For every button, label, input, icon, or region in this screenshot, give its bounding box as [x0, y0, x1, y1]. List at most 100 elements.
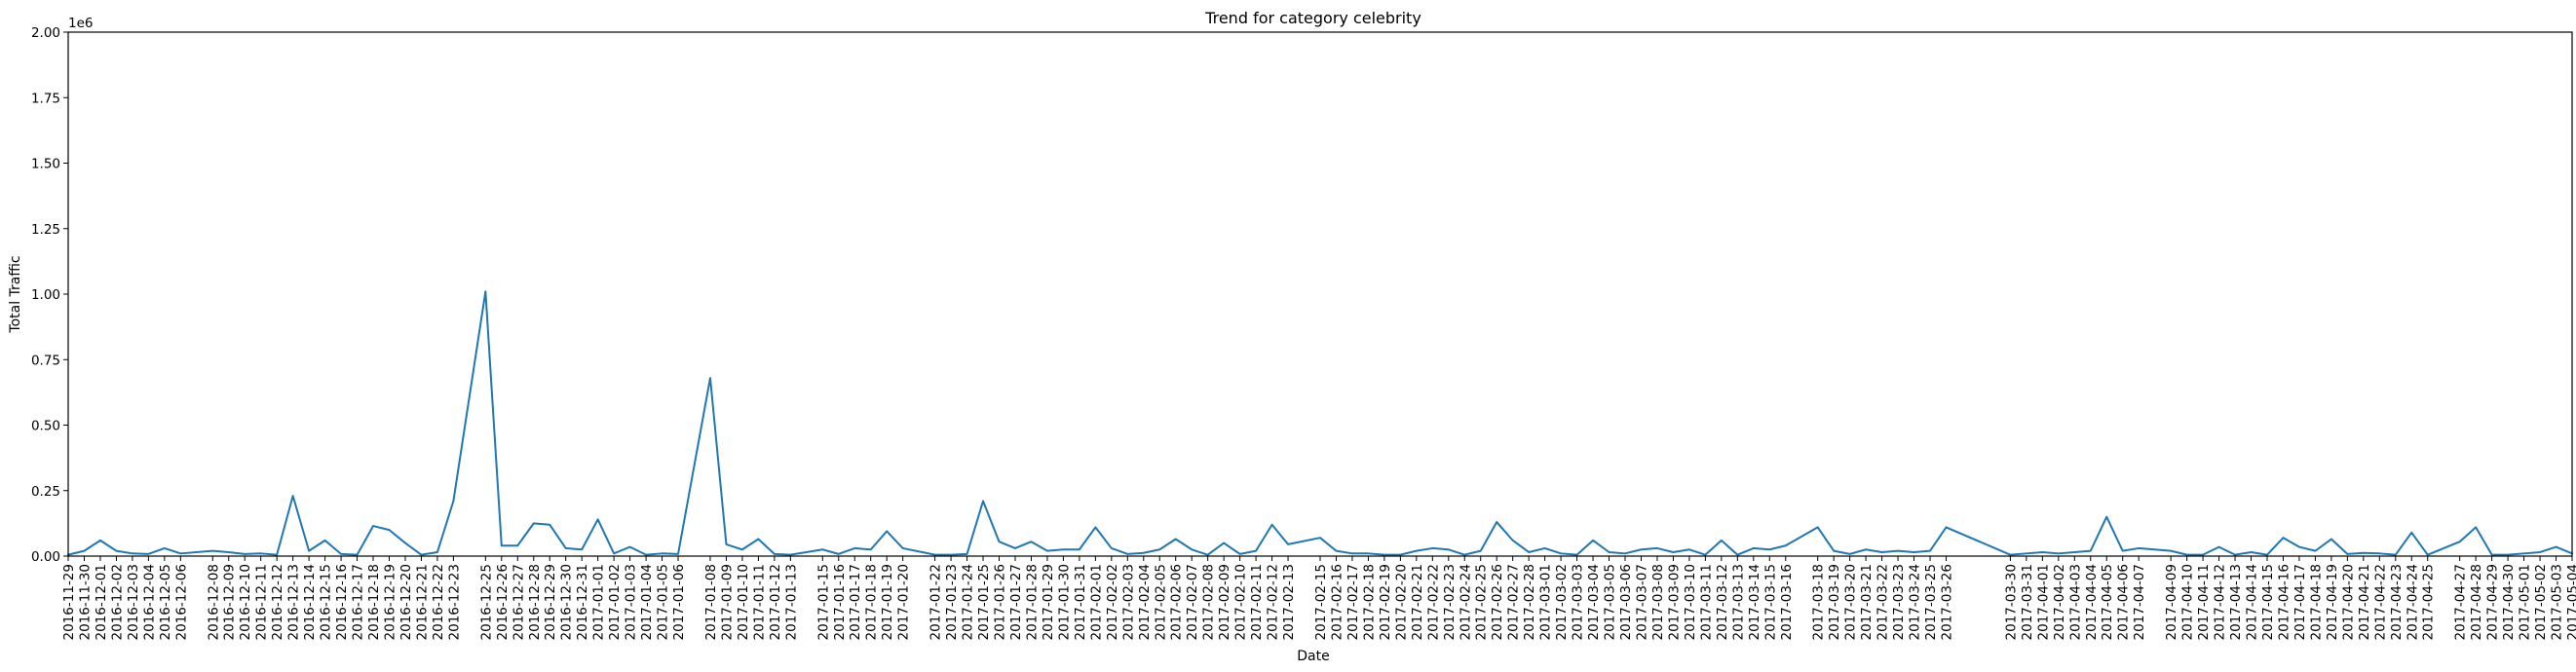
- y-tick-label: 1.25: [31, 222, 60, 238]
- y-tick-label: 0.00: [31, 549, 60, 565]
- x-tick-label: 2017-03-02: [1554, 564, 1570, 640]
- x-tick-label: 2017-02-25: [1474, 564, 1490, 640]
- x-tick-label: 2016-12-25: [478, 564, 494, 640]
- x-tick-label: 2017-04-05: [2100, 564, 2115, 640]
- x-tick-label: 2017-01-09: [719, 564, 735, 640]
- x-tick-label: 2016-12-22: [431, 564, 446, 640]
- x-tick-label: 2016-12-12: [270, 564, 285, 640]
- x-tick-label: 2017-04-01: [2035, 564, 2051, 640]
- x-tick-label: 2017-05-01: [2518, 564, 2533, 640]
- x-tick-label: 2017-01-25: [976, 564, 992, 640]
- x-tick-label: 2017-03-08: [1650, 564, 1666, 640]
- x-tick-label: 2017-03-05: [1603, 564, 1618, 640]
- x-tick-label: 2017-01-18: [864, 564, 880, 640]
- x-tick-label: 2017-04-29: [2485, 564, 2501, 640]
- x-tick-label: 2017-01-02: [607, 564, 623, 640]
- y-axis-label: Total Traffic: [8, 255, 23, 333]
- x-tick-label: 2016-12-11: [254, 564, 270, 640]
- x-tick-label: 2017-04-02: [2052, 564, 2067, 640]
- y-tick-label: 2.00: [31, 25, 60, 41]
- axes-frame: [67, 31, 2573, 557]
- x-tick-label: 2016-11-29: [61, 564, 77, 640]
- x-tick-label: 2017-03-01: [1538, 564, 1554, 640]
- x-tick-label: 2017-01-22: [928, 564, 944, 640]
- x-tick-label: 2017-02-11: [1249, 564, 1265, 640]
- y-tick-label: 1.75: [31, 91, 60, 106]
- x-tick-label: 2017-03-11: [1698, 564, 1714, 640]
- x-tick-label: 2017-01-24: [961, 564, 976, 640]
- x-tick-label: 2016-11-30: [77, 564, 93, 640]
- x-tick-label: 2017-01-13: [783, 564, 799, 640]
- x-tick-label: 2017-04-23: [2389, 564, 2405, 640]
- x-tick-label: 2017-05-04: [2565, 564, 2576, 640]
- x-tick-label: 2016-12-26: [495, 564, 511, 640]
- x-tick-label: 2017-01-26: [993, 564, 1008, 640]
- x-tick-label: 2017-03-24: [1908, 564, 1923, 640]
- x-tick-label: 2017-04-28: [2469, 564, 2484, 640]
- x-tick-label: 2017-03-12: [1715, 564, 1730, 640]
- y-tick-label: 0.75: [31, 353, 60, 368]
- x-tick-label: 2017-03-15: [1762, 564, 1778, 640]
- x-tick-label: 2017-02-05: [1153, 564, 1168, 640]
- x-tick-label: 2017-04-16: [2276, 564, 2292, 640]
- x-tick-label: 2017-02-28: [1522, 564, 1537, 640]
- x-tick-label: 2017-02-18: [1361, 564, 1377, 640]
- x-tick-label: 2017-01-20: [896, 564, 912, 640]
- x-tick-label: 2017-04-21: [2357, 564, 2372, 640]
- x-tick-label: 2017-01-01: [591, 564, 607, 640]
- x-tick-label: 2017-02-07: [1185, 564, 1200, 640]
- x-tick-label: 2017-01-19: [880, 564, 895, 640]
- x-tick-label: 2017-04-13: [2228, 564, 2244, 640]
- x-tick-label: 2017-01-03: [624, 564, 639, 640]
- x-tick-label: 2017-02-19: [1378, 564, 1393, 640]
- x-tick-label: 2017-04-06: [2116, 564, 2132, 640]
- x-tick-label: 2016-12-31: [575, 564, 590, 640]
- x-tick-label: 2017-03-13: [1730, 564, 1746, 640]
- x-tick-label: 2017-02-23: [1442, 564, 1458, 640]
- x-tick-label: 2016-12-29: [543, 564, 558, 640]
- x-tick-label: 2017-03-19: [1827, 564, 1842, 640]
- x-tick-label: 2017-03-20: [1843, 564, 1859, 640]
- x-tick-label: 2017-01-10: [736, 564, 751, 640]
- x-tick-label: 2017-02-02: [1105, 564, 1120, 640]
- y-tick-label: 0.50: [31, 419, 60, 434]
- x-tick-label: 2016-12-02: [109, 564, 125, 640]
- x-tick-label: 2017-03-04: [1586, 564, 1602, 640]
- x-tick-label: 2017-02-27: [1506, 564, 1522, 640]
- x-tick-label: 2016-12-01: [94, 564, 109, 640]
- x-tick-label: 2017-03-18: [1811, 564, 1827, 640]
- x-tick-label: 2017-02-20: [1393, 564, 1409, 640]
- x-tick-label: 2016-12-27: [511, 564, 526, 640]
- x-tick-label: 2017-02-17: [1345, 564, 1361, 640]
- x-tick-label: 2017-02-04: [1137, 564, 1153, 640]
- x-tick-label: 2017-02-01: [1088, 564, 1104, 640]
- x-tick-label: 2016-12-16: [334, 564, 350, 640]
- x-tick-label: 2016-12-18: [366, 564, 382, 640]
- x-tick-label: 2017-01-12: [768, 564, 783, 640]
- x-tick-label: 2017-04-14: [2245, 564, 2260, 640]
- x-tick-label: 2017-01-05: [656, 564, 671, 640]
- x-tick-label: 2017-04-07: [2132, 564, 2147, 640]
- x-tick-label: 2017-02-22: [1425, 564, 1441, 640]
- x-tick-label: 2017-02-13: [1281, 564, 1297, 640]
- x-tick-label: 2017-02-08: [1201, 564, 1217, 640]
- x-tick-label: 2017-03-07: [1634, 564, 1649, 640]
- x-tick-label: 2016-12-09: [222, 564, 238, 640]
- x-tick-label: 2016-12-05: [158, 564, 173, 640]
- x-tick-label: 2017-01-28: [1024, 564, 1040, 640]
- x-tick-label: 2017-04-22: [2372, 564, 2388, 640]
- x-tick-label: 2017-04-18: [2308, 564, 2324, 640]
- x-tick-label: 2017-04-17: [2292, 564, 2308, 640]
- x-tick-label: 2017-01-29: [1041, 564, 1056, 640]
- x-tick-label: 2017-05-02: [2533, 564, 2549, 640]
- x-tick-label: 2016-12-15: [319, 564, 334, 640]
- x-tick-label: 2016-12-08: [206, 564, 221, 640]
- x-tick-label: 2017-04-04: [2084, 564, 2100, 640]
- x-tick-label: 2016-12-23: [446, 564, 462, 640]
- y-offset-label: 1e6: [68, 16, 93, 31]
- x-tick-label: 2017-04-30: [2501, 564, 2517, 640]
- x-tick-label: 2017-02-15: [1313, 564, 1329, 640]
- x-tick-label: 2017-04-15: [2260, 564, 2276, 640]
- x-tick-label: 2017-03-14: [1747, 564, 1762, 640]
